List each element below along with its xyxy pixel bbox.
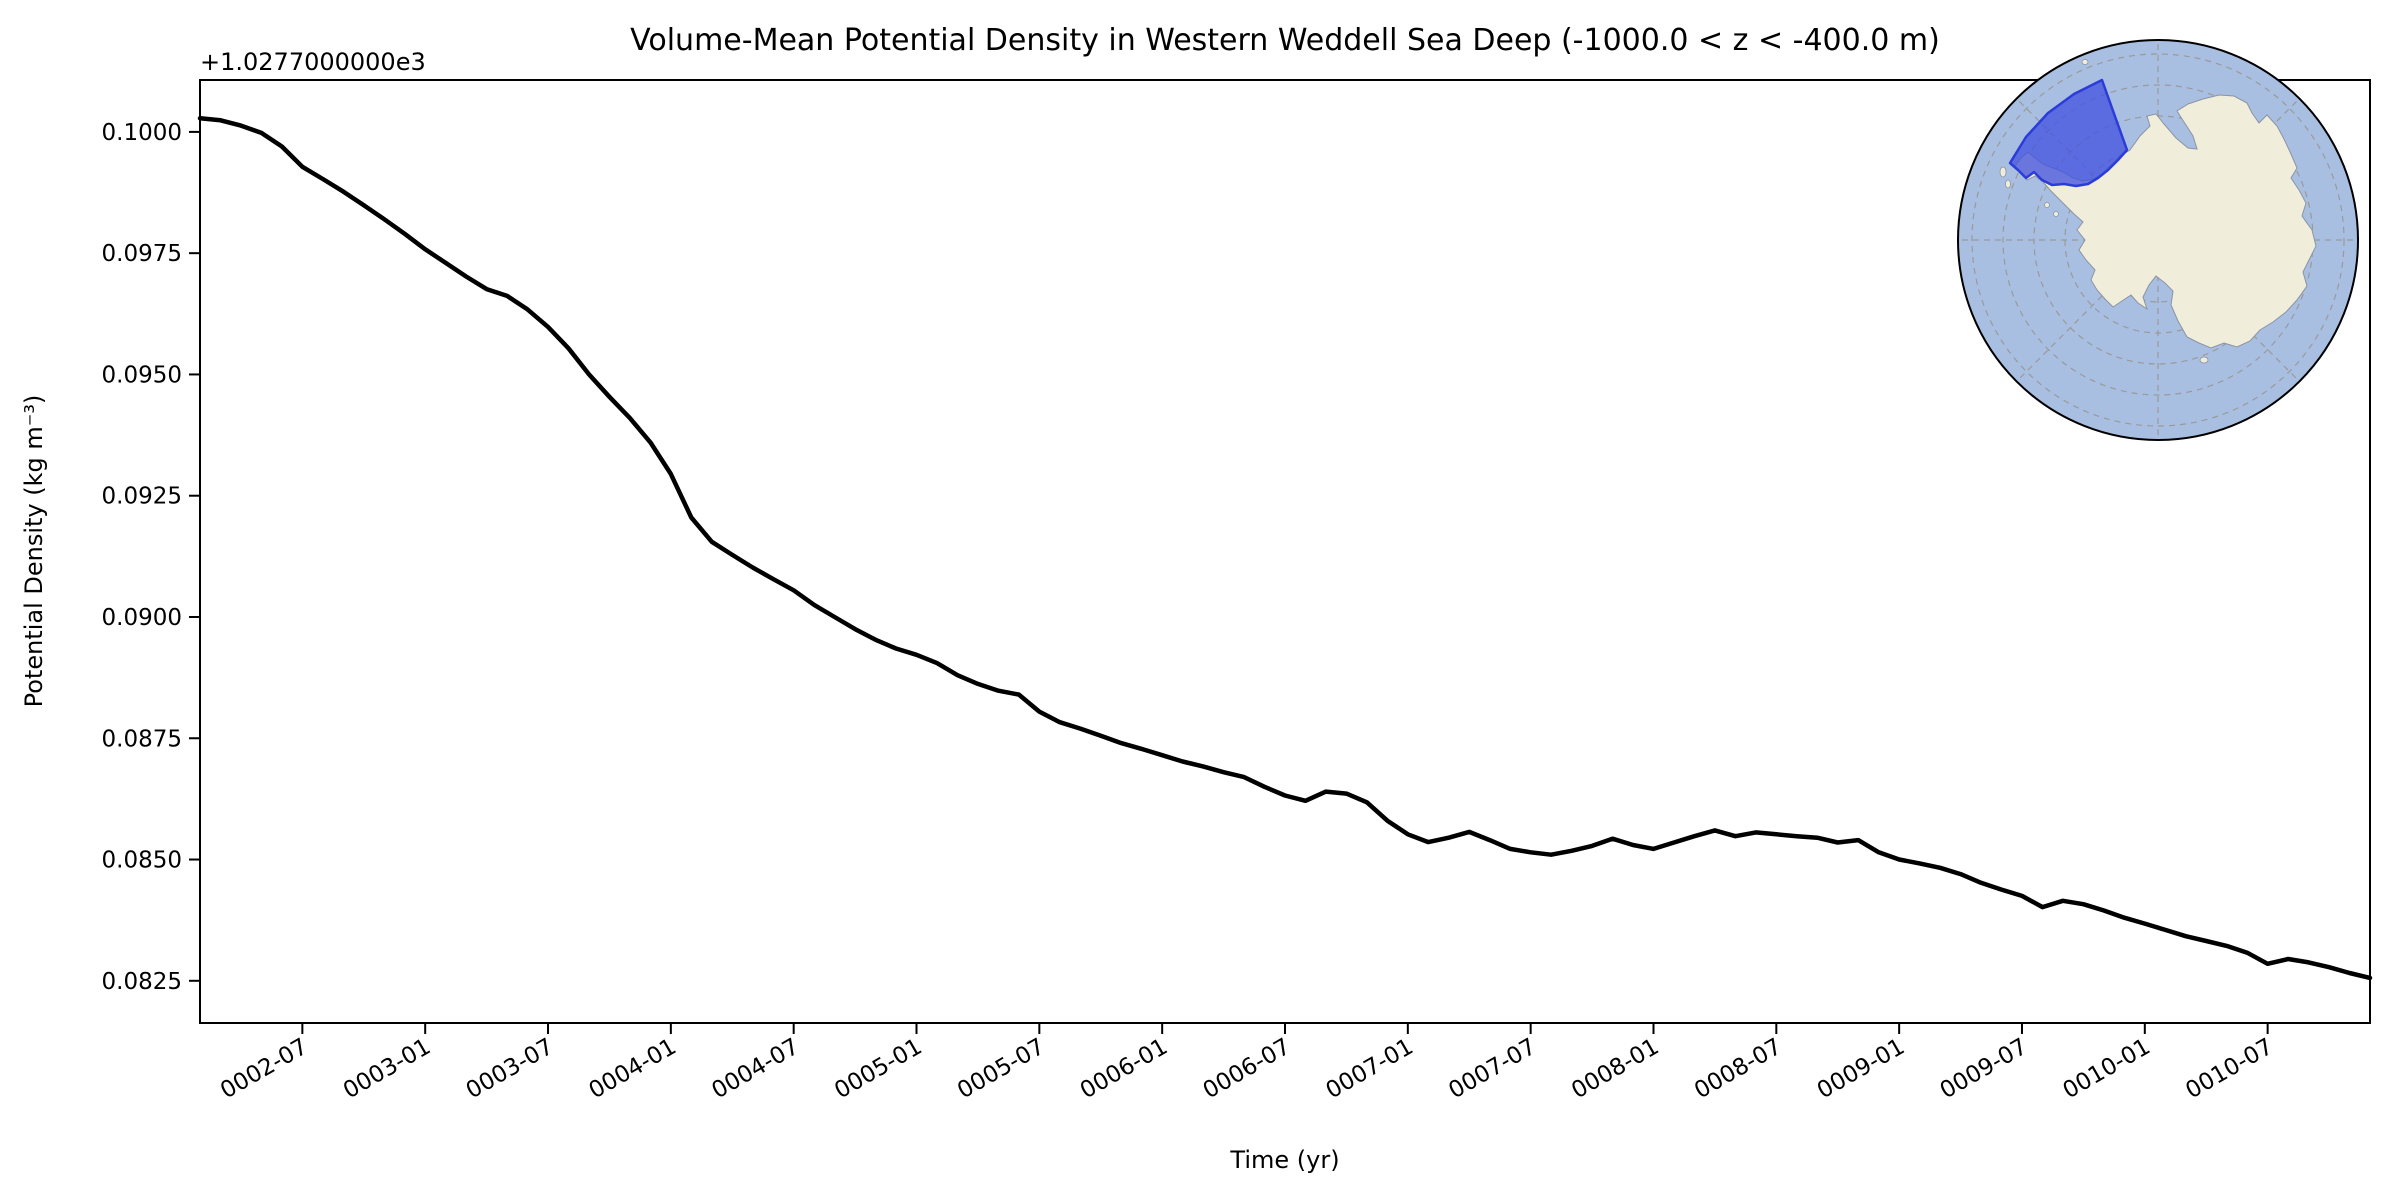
y-tick-label: 0.0850 (102, 848, 182, 874)
inset-island (2081, 59, 2089, 65)
x-tick-label: 0003-01 (339, 1034, 435, 1105)
x-tick-label: 0003-07 (462, 1034, 558, 1105)
x-tick-label: 0010-07 (2181, 1034, 2277, 1105)
y-axis-offset-text: +1.0277000000e3 (200, 48, 426, 76)
y-tick-label: 0.1000 (102, 120, 182, 146)
x-tick-label: 0005-01 (830, 1034, 926, 1105)
x-tick-label: 0004-07 (707, 1034, 803, 1105)
x-tick-label: 0006-01 (1076, 1034, 1172, 1105)
y-tick-label: 0.0900 (102, 605, 182, 631)
y-tick-label: 0.0950 (102, 362, 182, 388)
x-tick-label: 0009-01 (1813, 1034, 1909, 1105)
inset-island (2053, 211, 2059, 217)
inset-island (2044, 202, 2050, 208)
y-tick-label: 0.0975 (102, 241, 182, 267)
x-tick-label: 0007-07 (1444, 1034, 1540, 1105)
y-axis-ticks: 0.1000 0.0975 0.0950 0.0925 0.0900 0.0875 0.08… (102, 120, 200, 995)
inset-island (2005, 179, 2011, 189)
density-line (197, 116, 2373, 981)
x-axis-ticks: 0002-07 0003-01 0003-07 0004-01 0004-07 0005-… (216, 1023, 2278, 1104)
antarctica-inset-map (1957, 39, 2359, 441)
x-axis-label: Time (yr) (1229, 1146, 1339, 1174)
x-tick-label: 0002-07 (216, 1034, 312, 1105)
y-axis-label: Potential Density (kg m⁻³) (20, 395, 48, 708)
x-tick-label: 0008-01 (1567, 1034, 1663, 1105)
x-tick-label: 0007-01 (1322, 1034, 1418, 1105)
inset-highlight-region (2008, 78, 2129, 188)
x-tick-label: 0008-07 (1690, 1034, 1786, 1105)
inset-island (1999, 166, 2007, 178)
x-tick-label: 0006-07 (1199, 1034, 1295, 1105)
chart-title: Volume-Mean Potential Density in Western… (630, 23, 1940, 58)
y-tick-label: 0.0875 (102, 726, 182, 752)
x-tick-label: 0010-01 (2059, 1034, 2155, 1105)
y-tick-label: 0.0925 (102, 484, 182, 510)
x-tick-label: 0005-07 (953, 1034, 1049, 1105)
inset-island (2199, 356, 2209, 364)
x-tick-label: 0009-07 (1936, 1034, 2032, 1105)
y-tick-label: 0.0825 (102, 969, 182, 995)
inset-map-border (1957, 39, 2359, 441)
x-tick-label: 0004-01 (585, 1034, 681, 1105)
